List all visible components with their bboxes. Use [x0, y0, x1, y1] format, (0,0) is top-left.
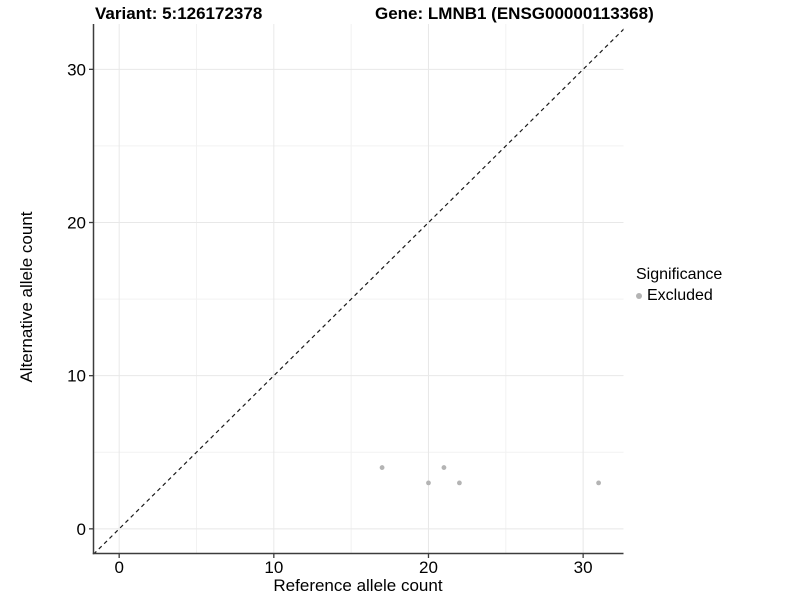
data-point — [457, 480, 462, 486]
y-tick-label: 30 — [67, 60, 86, 79]
x-tick-label: 0 — [114, 558, 123, 577]
data-point — [596, 480, 602, 486]
x-tick-label: 10 — [264, 558, 283, 577]
gene-title: Gene: LMNB1 (ENSG00000113368) — [375, 4, 654, 23]
x-axis-title: Reference allele count — [273, 576, 443, 595]
y-tick-label: 20 — [67, 214, 86, 233]
legend-item-excluded: Excluded — [636, 287, 722, 305]
y-tick-label: 0 — [77, 520, 86, 539]
x-tick-label: 20 — [419, 558, 438, 577]
data-point — [441, 465, 447, 470]
legend-title: Significance — [636, 266, 723, 283]
variant-title: Variant: 5:126172378 — [95, 4, 263, 23]
legend-item-label: Excluded — [647, 287, 713, 304]
y-tick-label: 10 — [67, 367, 86, 386]
y-axis-title: Alternative allele count — [17, 211, 36, 383]
data-point — [426, 480, 431, 486]
x-tick-label: 30 — [574, 558, 593, 577]
data-point — [379, 465, 385, 470]
excluded-point-icon — [636, 293, 642, 299]
legend: Significance Excluded — [636, 266, 722, 305]
identity-line — [93, 28, 624, 554]
